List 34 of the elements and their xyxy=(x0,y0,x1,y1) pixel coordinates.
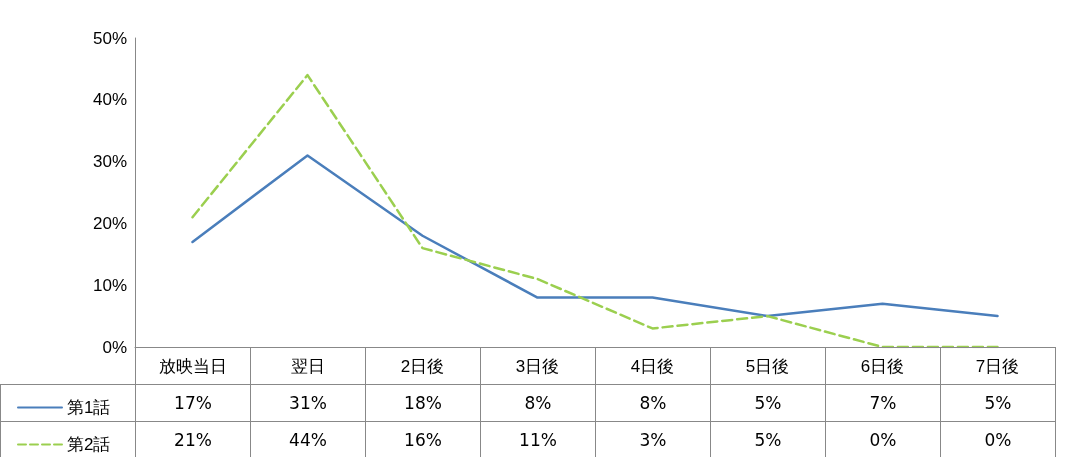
legend-label: 第1話 xyxy=(67,398,111,417)
y-tick-label: 30% xyxy=(92,152,127,172)
x-tick-label: 翌日 xyxy=(290,357,325,376)
data-label: 0% xyxy=(940,421,1056,457)
line-series xyxy=(191,154,999,318)
x-tick-label: 4日後 xyxy=(630,357,675,376)
data-label: 8% xyxy=(480,384,596,422)
line-series xyxy=(191,73,999,349)
x-tick-label: 放映当日 xyxy=(158,357,227,376)
y-tick-label: 20% xyxy=(92,213,127,233)
data-label: 16% xyxy=(365,421,481,457)
y-tick-label: 0% xyxy=(102,337,127,357)
data-label: 5% xyxy=(710,421,826,457)
data-label: 31% xyxy=(250,384,366,422)
y-tick-label: 50% xyxy=(92,28,127,48)
data-label: 21% xyxy=(135,421,251,457)
x-tick-label: 3日後 xyxy=(515,357,560,376)
data-label: 3% xyxy=(595,421,711,457)
data-label: 5% xyxy=(940,384,1056,422)
legend-label: 第2話 xyxy=(67,435,111,454)
data-label: 18% xyxy=(365,384,481,422)
data-label: 17% xyxy=(135,384,251,422)
x-tick-label: 2日後 xyxy=(400,357,445,376)
y-tick-label: 10% xyxy=(92,275,127,295)
data-label: 5% xyxy=(710,384,826,422)
data-label: 44% xyxy=(250,421,366,457)
x-tick-label: 7日後 xyxy=(975,357,1020,376)
y-tick-label: 40% xyxy=(92,90,127,110)
data-label: 0% xyxy=(825,421,941,457)
data-label: 11% xyxy=(480,421,596,457)
data-label: 7% xyxy=(825,384,941,422)
data-label: 8% xyxy=(595,384,711,422)
x-tick-label: 6日後 xyxy=(860,357,905,376)
x-tick-label: 5日後 xyxy=(745,357,790,376)
